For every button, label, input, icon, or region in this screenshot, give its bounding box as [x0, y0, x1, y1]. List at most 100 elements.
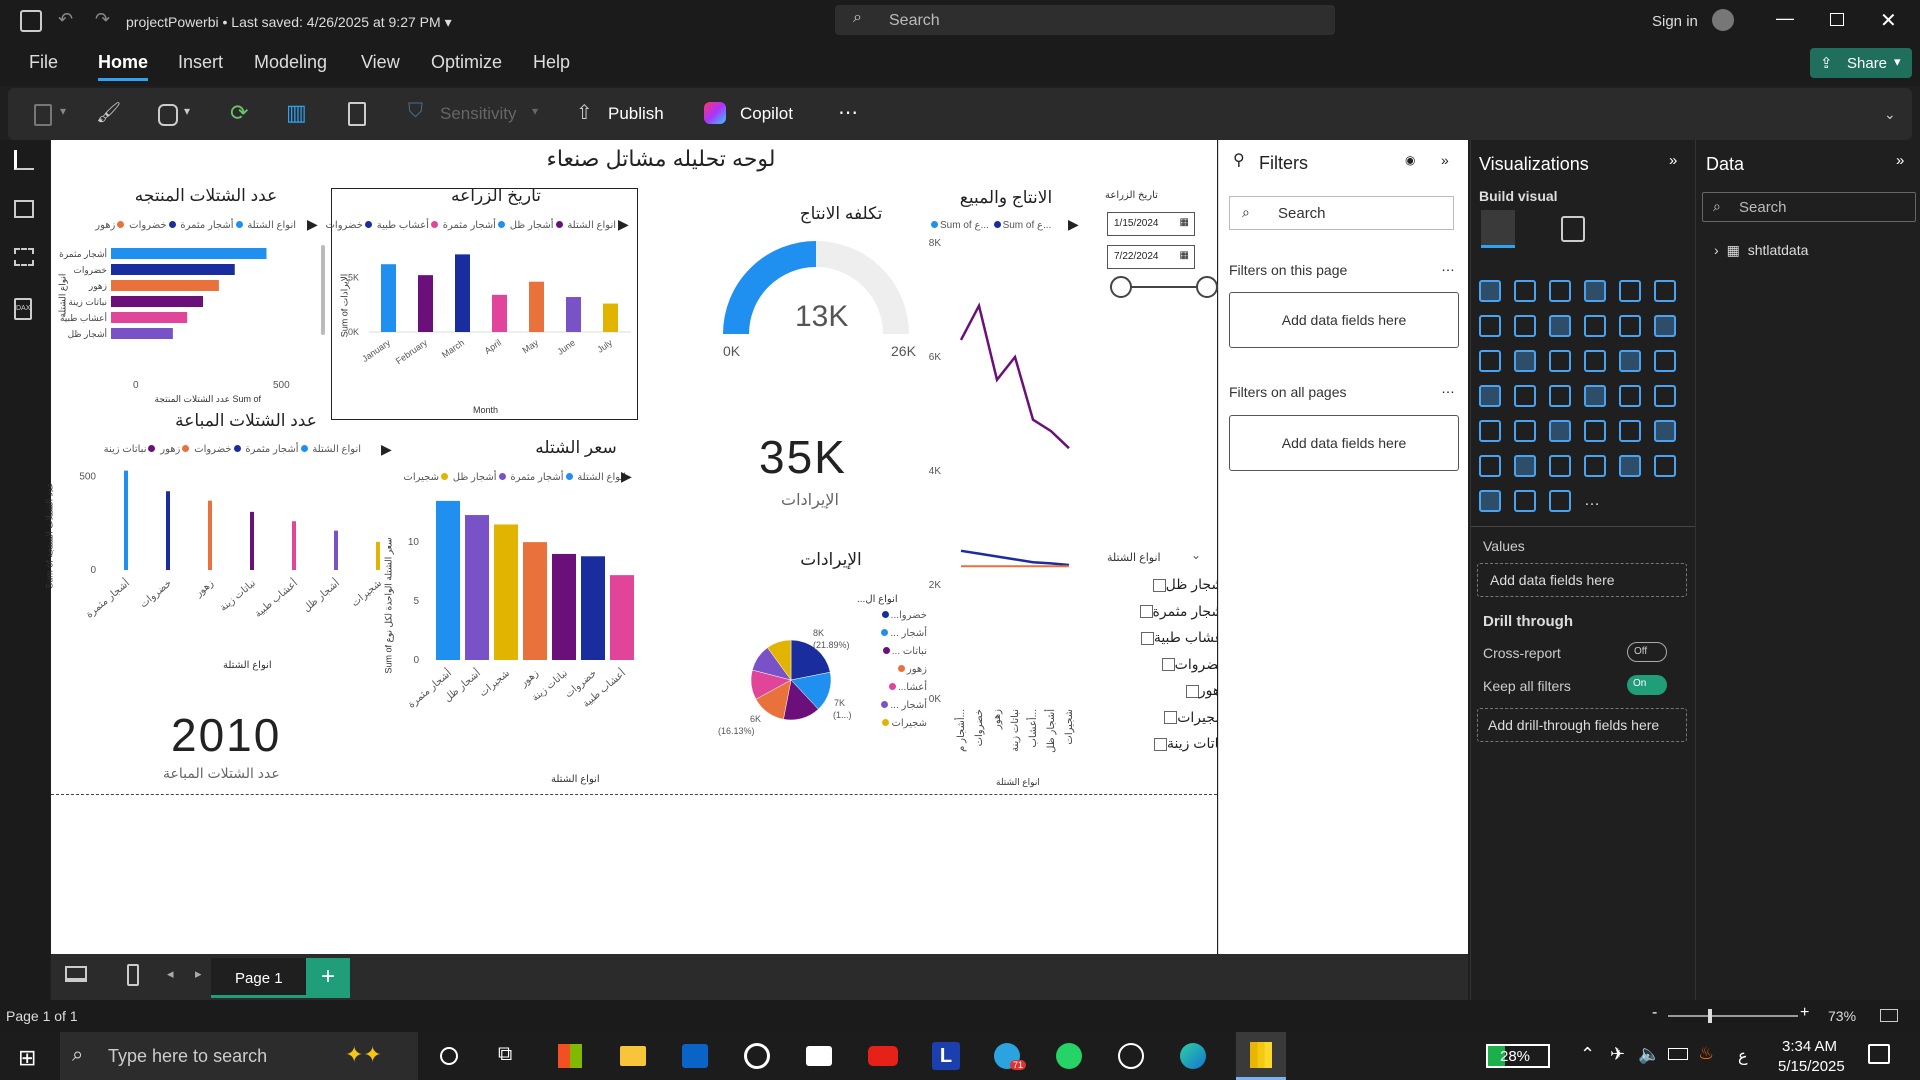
v3-series-line[interactable]: [959, 302, 1070, 450]
v2-bar[interactable]: [492, 294, 507, 332]
pie-legend-item[interactable]: خضروا...: [857, 610, 927, 628]
desktop-layout-icon[interactable]: [65, 966, 87, 982]
v2-bar[interactable]: [529, 281, 544, 332]
legend-next-icon[interactable]: ▶: [381, 441, 392, 457]
legend-next-icon[interactable]: ▶: [621, 468, 632, 484]
v5-legend-item[interactable]: شجيرات: [403, 472, 439, 483]
add-page-button[interactable]: +: [306, 958, 350, 998]
flame-icon[interactable]: ♨: [1698, 1043, 1715, 1063]
menu-file[interactable]: File: [29, 52, 59, 72]
collapse-icon[interactable]: »: [1441, 152, 1449, 168]
filters-search[interactable]: ⌕ Search: [1229, 196, 1454, 230]
task-view-icon[interactable]: ⧉: [498, 1043, 513, 1065]
v4-legend-item[interactable]: خضروات: [194, 444, 232, 455]
zoom-in-button[interactable]: +: [1800, 1004, 1810, 1021]
slicer-checkbox[interactable]: [1140, 631, 1154, 645]
visual-type-icon[interactable]: [1549, 385, 1571, 407]
edge-icon[interactable]: [1180, 1043, 1206, 1069]
visual-type-icon[interactable]: [1514, 315, 1536, 337]
slicer-item[interactable]: خضروات: [1107, 656, 1227, 683]
copilot-icon[interactable]: [704, 102, 726, 124]
v5-bar[interactable]: [581, 556, 605, 660]
v4-bar[interactable]: [166, 491, 170, 570]
redo-icon[interactable]: ↷: [95, 9, 111, 29]
dax-query-icon[interactable]: DAX: [14, 298, 32, 320]
copilot-button[interactable]: Copilot: [740, 104, 793, 123]
zoom-out-button[interactable]: -: [1652, 1004, 1658, 1021]
visual-type-icon[interactable]: [1514, 455, 1536, 477]
slicer-checkbox[interactable]: [1153, 737, 1167, 751]
add-values-field[interactable]: Add data fields here: [1477, 563, 1687, 597]
visual-type-icon[interactable]: [1549, 280, 1571, 302]
mobile-layout-icon[interactable]: [127, 964, 139, 986]
v4-bar[interactable]: [124, 470, 128, 570]
menu-home[interactable]: Home: [98, 52, 149, 72]
pie-legend-item[interactable]: زهور: [857, 664, 927, 682]
legend-next-icon[interactable]: ▶: [1068, 216, 1079, 232]
volume-icon[interactable]: 🔈: [1638, 1044, 1661, 1064]
new-visual-icon[interactable]: ▥: [286, 100, 307, 125]
pie-legend-item[interactable]: شجيرات: [857, 718, 927, 736]
v4-legend-item[interactable]: أشجار مثمرة: [245, 444, 299, 455]
gauge-fill[interactable]: [723, 241, 817, 335]
visual-type-icon[interactable]: [1479, 420, 1501, 442]
clock-date[interactable]: 5/15/2025: [1778, 1058, 1845, 1075]
add-drill-through-field[interactable]: Add drill-through fields here: [1477, 708, 1687, 742]
v2-legend-item[interactable]: أشجار مثمرة: [442, 220, 496, 231]
keep-filters-toggle[interactable]: On: [1627, 675, 1667, 695]
slicer-item[interactable]: زهور: [1107, 682, 1227, 709]
v3-legend-item[interactable]: Sum of ع...: [940, 220, 989, 231]
outlook-icon[interactable]: [682, 1044, 708, 1068]
visual-type-icon[interactable]: [1654, 385, 1676, 407]
v5-bar[interactable]: [436, 500, 460, 660]
app-l-icon[interactable]: L: [932, 1042, 960, 1070]
start-icon[interactable]: ⊞: [18, 1045, 37, 1070]
next-page-icon[interactable]: ▸: [195, 966, 202, 981]
fit-page-icon[interactable]: [1880, 1009, 1898, 1022]
visual-type-icon[interactable]: [1584, 280, 1606, 302]
visual-type-icon[interactable]: [1584, 315, 1606, 337]
paste-icon[interactable]: [34, 104, 52, 126]
v1-bar[interactable]: [111, 248, 267, 259]
v4-bar[interactable]: [250, 511, 254, 570]
visual-type-icon[interactable]: [1549, 420, 1571, 442]
cross-report-toggle[interactable]: Off: [1627, 642, 1667, 662]
whatsapp-icon[interactable]: [1056, 1043, 1082, 1069]
v2-chart[interactable]: 0K 5K January February March April May June July: [331, 240, 637, 420]
chevron-down-icon[interactable]: ▾: [444, 14, 452, 30]
pie-legend-item[interactable]: أشجار ...: [857, 628, 927, 646]
v3-legend-item[interactable]: Sum of ع...: [1002, 220, 1052, 231]
visual-type-icon[interactable]: [1654, 420, 1676, 442]
visual-type-icon[interactable]: [1584, 350, 1606, 372]
more-options-icon[interactable]: …: [1441, 380, 1455, 396]
calculator-icon[interactable]: [348, 102, 366, 126]
visual-type-icon[interactable]: [1514, 280, 1536, 302]
v4-bar[interactable]: [292, 521, 296, 570]
more-visuals-icon[interactable]: …: [1584, 492, 1600, 509]
undo-icon[interactable]: ↶: [58, 9, 74, 29]
visual-type-icon[interactable]: [1619, 280, 1641, 302]
visual-type-icon[interactable]: [1479, 455, 1501, 477]
v1-bar[interactable]: [111, 328, 173, 339]
slicer-checkbox[interactable]: [1164, 711, 1178, 725]
pie-chart[interactable]: [741, 630, 841, 730]
pie-legend-item[interactable]: أشجار ...: [857, 700, 927, 718]
menu-help[interactable]: Help: [533, 52, 571, 72]
publish-icon[interactable]: ⇧: [576, 102, 593, 124]
pie-slice[interactable]: [790, 639, 831, 681]
visual-type-icon[interactable]: [1514, 490, 1536, 512]
visual-type-icon[interactable]: [1654, 455, 1676, 477]
prev-page-icon[interactable]: ◂: [167, 966, 174, 981]
slicer-item[interactable]: أعشاب طبية: [1107, 629, 1227, 656]
v1-bar[interactable]: [111, 312, 188, 323]
v4-bar[interactable]: [376, 541, 380, 570]
v2-bar[interactable]: [455, 254, 470, 332]
legend-next-icon[interactable]: ▶: [618, 216, 629, 232]
model-view-icon[interactable]: [14, 248, 34, 266]
v4-bar[interactable]: [334, 530, 338, 570]
menu-modeling[interactable]: Modeling: [254, 52, 328, 72]
visual-type-icon[interactable]: [1619, 455, 1641, 477]
clock-time[interactable]: 3:34 AM: [1782, 1038, 1838, 1055]
